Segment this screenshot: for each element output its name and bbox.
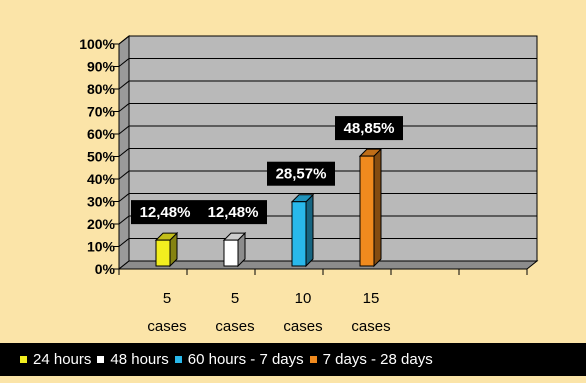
gridline-side — [118, 148, 130, 157]
x-tick-number: 15 — [363, 290, 380, 307]
legend-label: 48 hours — [110, 351, 169, 368]
x-axis-ticks: 5 cases 5 cases 10 cases 15 cases — [118, 269, 528, 335]
legend-swatch — [97, 356, 105, 363]
data-label-box — [131, 200, 199, 225]
gridline-side — [118, 58, 130, 67]
y-tick-label: 10% — [87, 239, 116, 255]
bar-side — [373, 147, 382, 268]
y-tick-label: 90% — [87, 59, 116, 75]
gridline-side — [118, 193, 130, 202]
gridline-side — [118, 215, 130, 225]
bar-chart: 0% 10% 20% 30% 40% 50% 60% 70% 80% 90% 100% 5 cases… — [79, 34, 539, 335]
x-tick-number: 5 — [163, 290, 171, 307]
y-tick-label: 80% — [87, 81, 116, 97]
legend-item: 60 hours - 7 days — [174, 351, 304, 368]
legend-label: 24 hours — [33, 351, 92, 368]
y-tick-label: 0% — [95, 261, 116, 277]
bar-side — [305, 193, 314, 268]
legend-swatch — [20, 356, 27, 363]
data-label: 12,48% — [140, 204, 191, 221]
y-tick-label: 30% — [87, 194, 116, 210]
bars — [154, 147, 383, 268]
plot-floor — [117, 260, 539, 270]
data-label-box — [199, 200, 267, 225]
data-label-box — [335, 116, 403, 141]
x-tick-number: 10 — [295, 290, 312, 307]
legend-item: 24 hours — [20, 351, 91, 368]
y-tick-label: 20% — [87, 216, 116, 232]
gridline-side — [118, 238, 130, 247]
x-tick-unit: cases — [283, 318, 322, 335]
legend-label: 7 days - 28 days — [322, 351, 433, 368]
y-tick-label: 100% — [79, 36, 115, 52]
legend-swatch — [174, 356, 182, 363]
gridline-side — [118, 170, 130, 180]
bar — [223, 239, 239, 267]
bar — [291, 201, 307, 267]
legend-item: 48 hours — [97, 351, 169, 368]
x-tick-number: 5 — [231, 290, 239, 307]
data-label: 28,57% — [276, 166, 327, 183]
gridline-side — [118, 80, 130, 90]
gridline-side — [118, 125, 130, 135]
data-label-box — [267, 161, 335, 186]
y-tick-label: 70% — [87, 104, 116, 120]
legend: 24 hours 48 hours 60 hours - 7 days 7 days … — [0, 343, 586, 376]
bar — [359, 155, 375, 267]
plot-area — [117, 34, 539, 271]
x-tick-unit: cases — [215, 318, 254, 335]
legend-swatch — [309, 356, 317, 363]
bar — [155, 239, 171, 267]
legend-label: 60 hours - 7 days — [187, 351, 304, 368]
data-label: 12,48% — [208, 204, 259, 221]
y-tick-label: 40% — [87, 171, 116, 187]
y-tick-label: 60% — [87, 126, 116, 142]
y-tick-label: 50% — [87, 149, 116, 165]
data-labels: 12,48% 12,48% 28,57% 48,85% — [131, 116, 403, 225]
x-tick-unit: cases — [147, 318, 186, 335]
gridline-side — [118, 103, 130, 112]
data-label: 48,85% — [344, 120, 395, 137]
gridline-side — [118, 35, 130, 45]
x-tick-unit: cases — [351, 318, 390, 335]
legend-item: 7 days - 28 days — [309, 351, 433, 368]
